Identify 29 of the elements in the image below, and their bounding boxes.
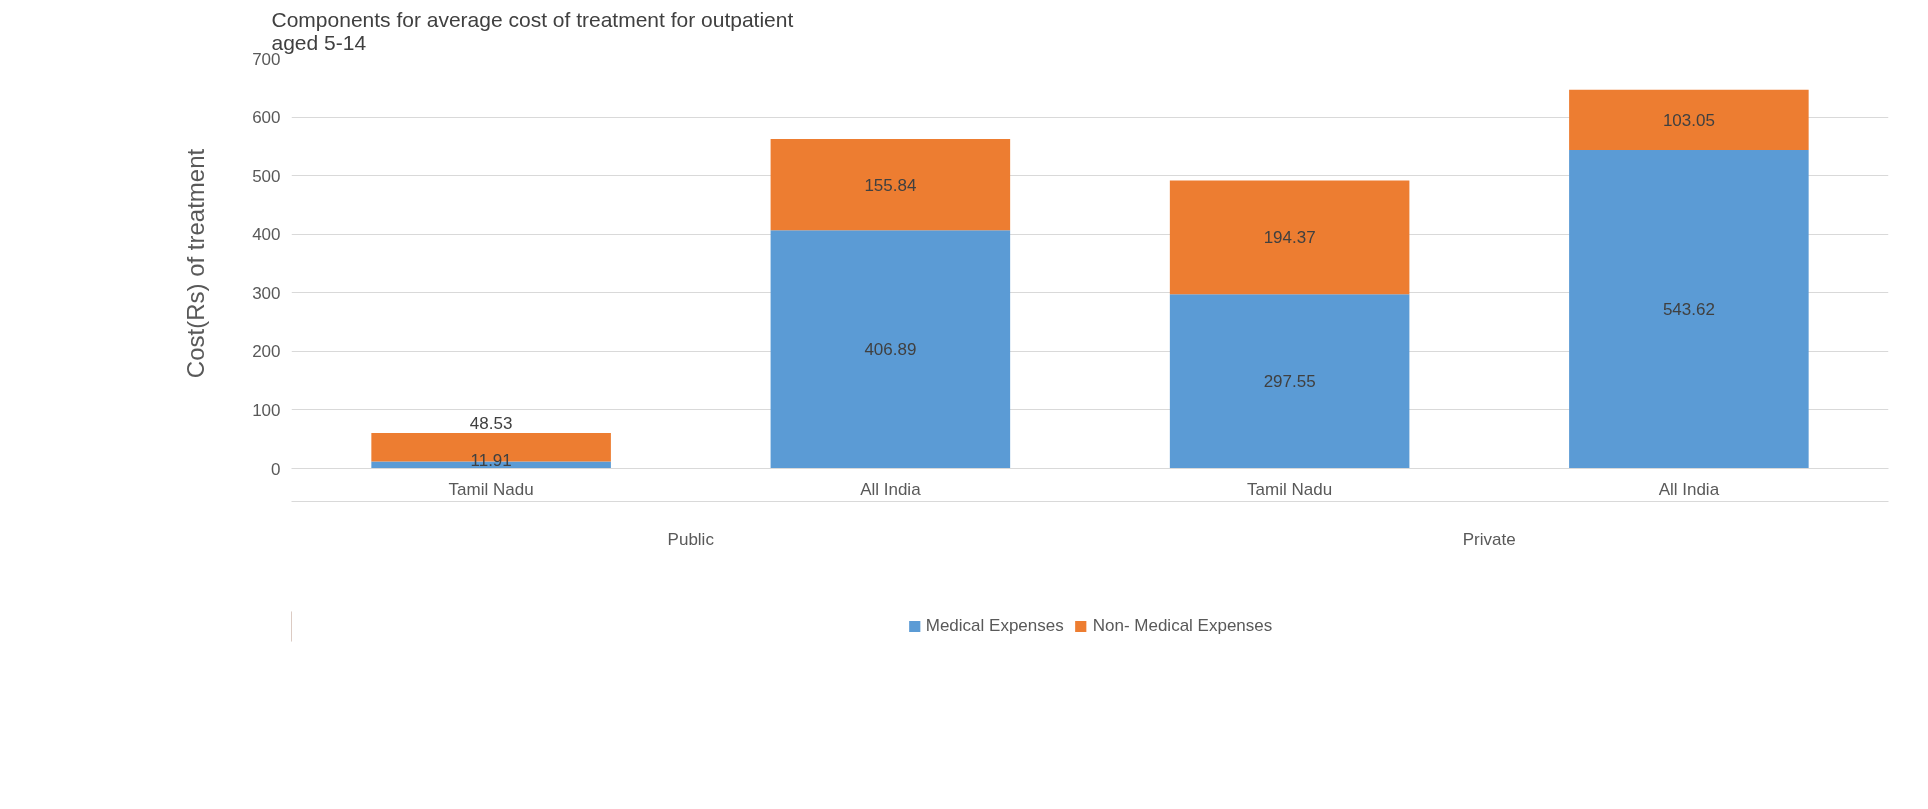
bar <box>770 230 1011 469</box>
bar <box>770 138 1011 231</box>
x-tick-label: All India <box>860 479 922 499</box>
data-label: 155.84 <box>864 175 917 195</box>
data-label: 48.53 <box>469 414 513 434</box>
bar <box>1569 89 1809 151</box>
y-tick-label: 200 <box>252 342 281 362</box>
data-label: 297.55 <box>1263 372 1316 392</box>
y-tick-label: 0 <box>271 459 281 479</box>
data-label: 103.05 <box>1662 110 1715 130</box>
y-tick-label: 400 <box>252 225 281 245</box>
x-tick-label: Tamil Nadu <box>448 479 534 499</box>
y-axis-title: Cost(Rs) of treatment <box>182 148 210 379</box>
x-tick-label: All India <box>1658 479 1720 499</box>
legend-label: Non- Medical Expenses <box>1092 616 1273 636</box>
y-tick-label: 300 <box>252 283 281 303</box>
bar <box>1169 180 1410 295</box>
bar <box>1569 150 1809 469</box>
data-label: 194.37 <box>1263 228 1316 248</box>
bar <box>1169 294 1410 469</box>
data-label: 406.89 <box>864 340 917 360</box>
legend-label: Medical Expenses <box>925 616 1064 636</box>
x-tick-label: Tamil Nadu <box>1247 479 1333 499</box>
y-tick-label: 600 <box>252 108 281 128</box>
text: Private <box>1462 529 1516 549</box>
y-tick-label: 100 <box>252 400 281 420</box>
data-label: 543.62 <box>1662 300 1715 320</box>
text: Public <box>667 529 715 549</box>
y-tick-label: 500 <box>252 166 281 186</box>
